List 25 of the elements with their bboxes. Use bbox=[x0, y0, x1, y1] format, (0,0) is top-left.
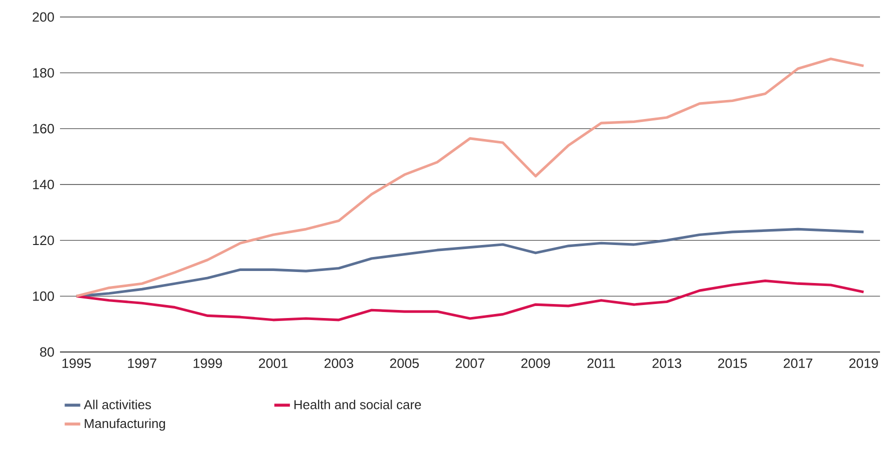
x-tick-label: 2017 bbox=[784, 358, 812, 368]
x-tick-label: 2001 bbox=[258, 358, 288, 368]
line-series bbox=[75, 280, 865, 322]
x-tick-label: 2013 bbox=[652, 358, 682, 368]
x-tick-label: 2003 bbox=[324, 358, 354, 368]
y-tick-label: 120 bbox=[33, 236, 54, 246]
legend-label: Health and social care bbox=[294, 400, 421, 410]
x-tick-label: 1999 bbox=[194, 358, 222, 368]
x-tick-label: 2009 bbox=[521, 358, 550, 368]
x-tick-label: 2005 bbox=[390, 358, 419, 368]
y-tick-label: 80 bbox=[40, 347, 54, 357]
y-tick-label: 160 bbox=[33, 124, 54, 134]
y-tick-label: 180 bbox=[33, 68, 54, 78]
legend-label: Manufacturing bbox=[84, 418, 165, 431]
legend-label: All activities bbox=[84, 400, 151, 410]
y-tick-label: 140 bbox=[33, 180, 54, 190]
x-tick-label: 2011 bbox=[587, 358, 616, 368]
x-tick-label: 2007 bbox=[456, 358, 484, 368]
x-tick-label: 1995 bbox=[62, 358, 91, 368]
y-tick-label: 100 bbox=[33, 291, 54, 301]
y-tick-label: 200 bbox=[32, 12, 54, 22]
line-series bbox=[75, 58, 865, 298]
x-tick-label: 2015 bbox=[718, 358, 747, 368]
x-tick-label: 1997 bbox=[128, 358, 156, 368]
x-tick-label: 2019 bbox=[849, 358, 878, 368]
